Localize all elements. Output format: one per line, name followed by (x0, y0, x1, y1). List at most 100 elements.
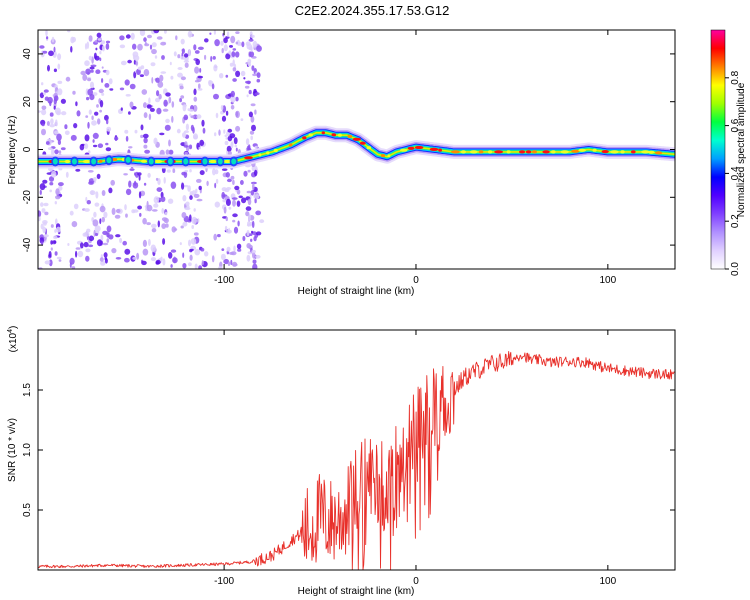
noise-speck (180, 225, 184, 229)
noise-speck (198, 146, 201, 150)
noise-speck (234, 185, 240, 191)
noise-speck (246, 190, 252, 194)
noise-speck (134, 180, 137, 186)
noise-speck (94, 225, 101, 232)
noise-speck (43, 202, 49, 207)
noise-speck (99, 205, 106, 213)
noise-speck (110, 179, 115, 186)
noise-speck (246, 43, 252, 50)
noise-speck (106, 119, 109, 125)
noise-speck (108, 78, 113, 85)
noise-speck (226, 145, 232, 152)
noise-speck (49, 189, 52, 193)
noise-speck (131, 209, 136, 214)
noise-speck (164, 211, 168, 216)
noise-speck (190, 238, 197, 245)
noise-speck (99, 57, 102, 62)
noise-speck (97, 38, 102, 41)
noise-speck (39, 183, 46, 191)
noise-speck (125, 213, 128, 218)
noise-speck (198, 265, 202, 269)
spectrogram-panel: -100 0 100 -40 -20 0 20 40 Height of straight l… (7, 29, 676, 297)
noise-speck (254, 169, 258, 177)
noise-speck (105, 40, 111, 44)
noise-speck (180, 95, 185, 99)
noise-speck (87, 244, 94, 248)
noise-speck (237, 220, 240, 227)
noise-speck (41, 241, 44, 246)
ridge-blob-core (202, 158, 208, 165)
noise-speck (95, 232, 98, 237)
spectrogram-y-tick-label: 0 (22, 146, 33, 152)
noise-speck (38, 110, 42, 113)
colorbar-label: Normalized spectral amplitude (736, 82, 747, 217)
noise-speck (223, 258, 230, 265)
colorbar-tick-label: 0.2 (730, 214, 741, 228)
noise-speck (156, 107, 162, 115)
noise-speck (177, 54, 181, 59)
ridge-hotspot (337, 133, 342, 137)
noise-speck (84, 60, 90, 67)
noise-speck (247, 58, 252, 64)
noise-speck (124, 257, 130, 263)
noise-speck (96, 32, 102, 38)
ridge-hotspot (153, 159, 163, 164)
noise-speck (182, 221, 188, 227)
noise-speck (197, 75, 203, 79)
noise-speck (140, 134, 144, 139)
noise-speck (88, 35, 93, 42)
noise-speck (182, 195, 187, 202)
noise-speck (67, 243, 70, 246)
noise-speck (206, 180, 209, 187)
noise-speck (254, 109, 257, 115)
noise-speck (183, 53, 189, 58)
noise-speck (76, 110, 81, 117)
noise-speck (199, 170, 205, 176)
noise-speck (198, 83, 201, 89)
ridge-hotspot (258, 153, 262, 157)
noise-speck (246, 94, 249, 98)
noise-speck (90, 64, 97, 68)
noise-speck (248, 111, 253, 118)
noise-speck (254, 198, 257, 204)
noise-speck (80, 242, 84, 249)
noise-speck (155, 77, 160, 83)
noise-speck (155, 177, 159, 181)
noise-speck (54, 130, 59, 135)
noise-speck (43, 234, 49, 238)
noise-speck (147, 34, 152, 39)
noise-speck (143, 144, 148, 149)
noise-speck (44, 96, 49, 101)
noise-speck (144, 43, 150, 47)
noise-speck (202, 127, 206, 134)
snr-y-tick-label: 1.5 (22, 383, 33, 397)
figure-title: C2E2.2024.355.17.53.G12 (295, 3, 450, 18)
noise-speck (151, 48, 157, 55)
noise-speck (153, 196, 160, 204)
noise-speck (171, 226, 177, 233)
snr-panel: -100 0 100 0.5 1.0 1.5 Height of straight lin… (7, 326, 676, 597)
noise-speck (236, 200, 241, 207)
spectrogram-x-tick-label: 100 (600, 275, 617, 286)
noise-speck (51, 148, 55, 156)
noise-speck (56, 256, 62, 260)
noise-speck (44, 260, 51, 265)
noise-speck (71, 221, 78, 228)
noise-speck (184, 184, 189, 188)
noise-speck (167, 198, 174, 204)
noise-speck (232, 199, 236, 207)
noise-speck (101, 66, 104, 69)
noise-speck (170, 249, 177, 253)
noise-speck (253, 88, 257, 94)
noise-speck (193, 96, 198, 102)
noise-speck (120, 60, 127, 66)
noise-speck (168, 252, 173, 259)
spectrogram-y-tick-label: 40 (22, 48, 33, 60)
noise-speck (227, 128, 233, 133)
colorbar-tick-label: 0.8 (730, 70, 741, 84)
noise-speck (101, 216, 105, 223)
noise-speck (220, 104, 224, 111)
noise-speck (183, 104, 187, 107)
noise-speck (46, 121, 50, 126)
noise-speck (137, 205, 143, 210)
